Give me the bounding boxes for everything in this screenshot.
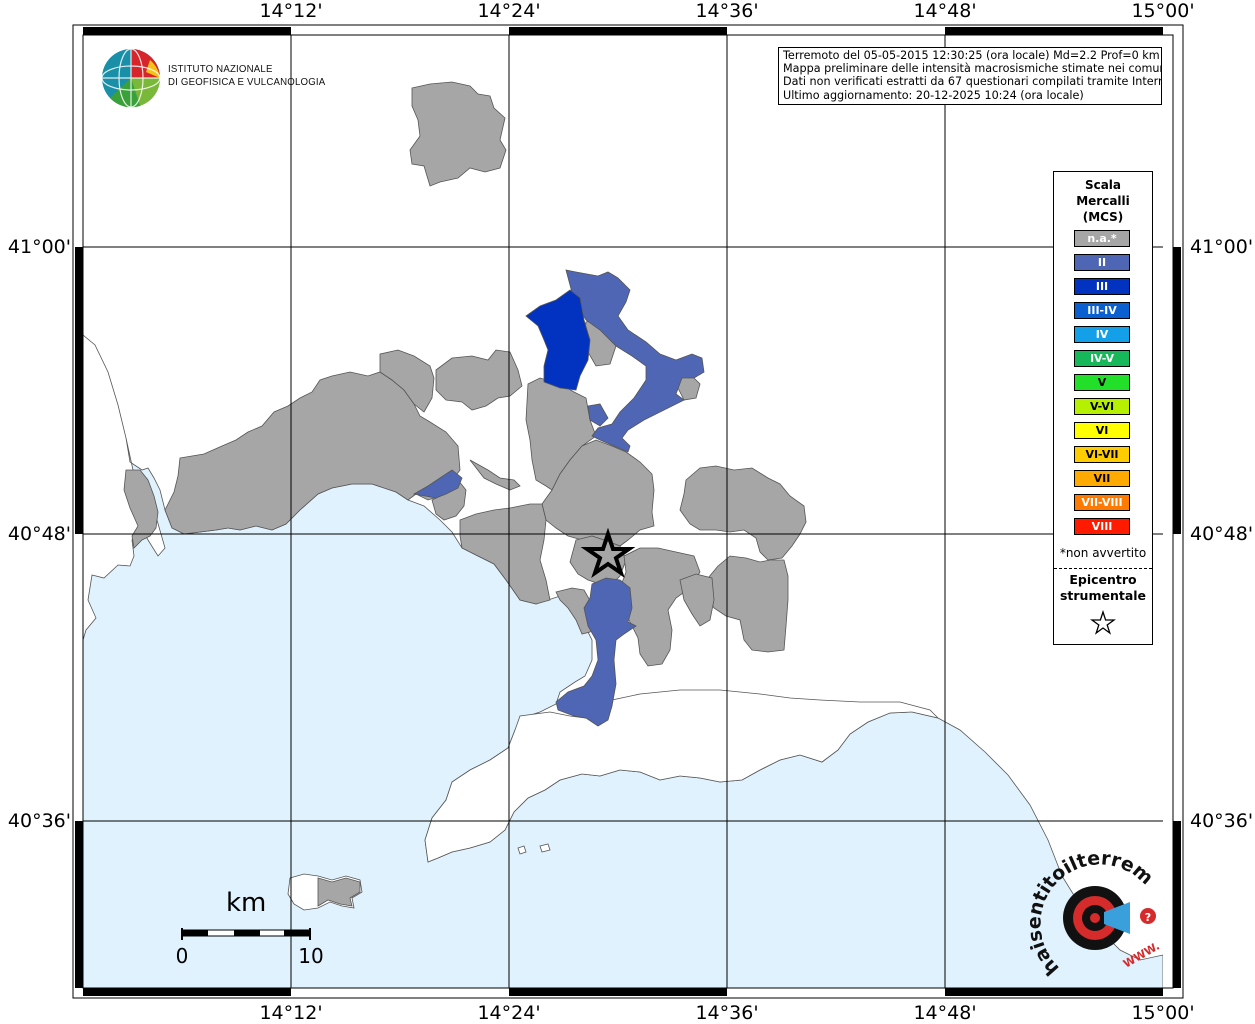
legend-epicenter-label: Epicentro strumentale [1054,572,1152,604]
lon-label-top-1: 14°12' [259,0,323,22]
comuni-intensita-ii [412,269,705,727]
event-info-line-4: Ultimo aggiornamento: 20-12-2025 10:24 (… [783,88,1084,102]
hst-badge-icon: ? [1063,886,1156,950]
legend-swatch: VI-VII [1074,446,1130,463]
lon-label-bottom-5: 15°00' [1131,1002,1195,1024]
legend-swatch: II [1074,254,1130,271]
scale-end-label: 10 [298,944,324,968]
mcs-legend: Scala Mercalli (MCS) n.a.* II III III-IV IV I… [1053,171,1153,645]
lat-label-right-3: 40°36' [1190,810,1254,832]
ingv-logo-icon [101,48,161,108]
scale-start-label: 0 [175,944,189,968]
lon-label-top-5: 15°00' [1131,0,1195,22]
legend-swatch: III [1074,278,1130,295]
islet [539,843,551,853]
epicenter-star [580,527,636,579]
lon-label-top-3: 14°36' [695,0,759,22]
capri-western [317,877,361,907]
legend-epicenter-line-2: strumentale [1059,588,1147,603]
event-info-line-1: Terremoto del 05-05-2015 12:30:25 (ora l… [783,49,1160,62]
svg-text:WWW.: WWW. [1121,939,1160,970]
legend-separator [1054,568,1152,569]
scale-unit-label: km [226,888,267,918]
legend-swatch: VIII [1074,518,1130,535]
event-info-box: Terremoto del 05-05-2015 12:30:25 (ora l… [778,47,1162,105]
lat-label-right-1: 41°00' [1190,236,1254,258]
legend-swatch: VII-VIII [1074,494,1130,511]
legend-swatch: V [1074,374,1130,391]
ingv-line-2: DI GEOFISICA E VULCANOLOGIA [168,76,326,88]
islet [517,845,527,855]
legend-title-line-3: (MCS) [1082,210,1124,224]
legend-swatch: IV [1074,326,1130,343]
legend-note: *non avvertito [1059,546,1147,560]
legend-title: Scala Mercalli (MCS) [1054,177,1152,225]
event-info-line-3: Dati non verificati estratti da 67 quest… [783,75,1162,89]
lon-label-bottom-1: 14°12' [259,1002,323,1024]
map-frame [72,24,1184,999]
hst-badge-text: haisentitoilterremoto.it WWW. [1030,850,1160,980]
ingv-line-1: ISTITUTO NAZIONALE [168,63,273,75]
svg-text:?: ? [1145,911,1151,924]
lat-label-right-2: 40°48' [1190,523,1254,545]
star-icon [1090,610,1116,635]
legend-swatch: n.a.* [1074,230,1130,247]
ingv-logo-text: ISTITUTO NAZIONALE DI GEOFISICA E VULCAN… [168,63,325,89]
sorrento-peninsula [424,689,940,863]
scale-bar [181,928,311,940]
lon-label-bottom-2: 14°24' [477,1002,541,1024]
legend-title-line-1: Scala [1084,178,1122,192]
lon-label-top-2: 14°24' [477,0,541,22]
event-info-line-2: Mappa preliminare delle intensità macros… [783,62,1162,76]
legend-swatch: III-IV [1074,302,1130,319]
comune-intensita-iii [525,289,591,391]
comuni-non-avvertito [123,81,807,667]
graticule [83,35,1163,988]
lat-label-left-3: 40°36' [7,810,71,832]
lat-label-left-2: 40°48' [7,523,71,545]
legend-swatch: IV-V [1074,350,1130,367]
legend-swatch: VII [1074,470,1130,487]
lon-label-bottom-4: 14°48' [913,1002,977,1024]
lon-label-top-4: 14°48' [913,0,977,22]
lon-label-bottom-3: 14°36' [695,1002,759,1024]
legend-swatch: V-VI [1074,398,1130,415]
legend-epicenter-line-1: Epicentro [1069,572,1137,587]
lat-label-left-1: 41°00' [7,236,71,258]
legend-swatch: VI [1074,422,1130,439]
legend-title-line-2: Mercalli [1076,194,1130,208]
